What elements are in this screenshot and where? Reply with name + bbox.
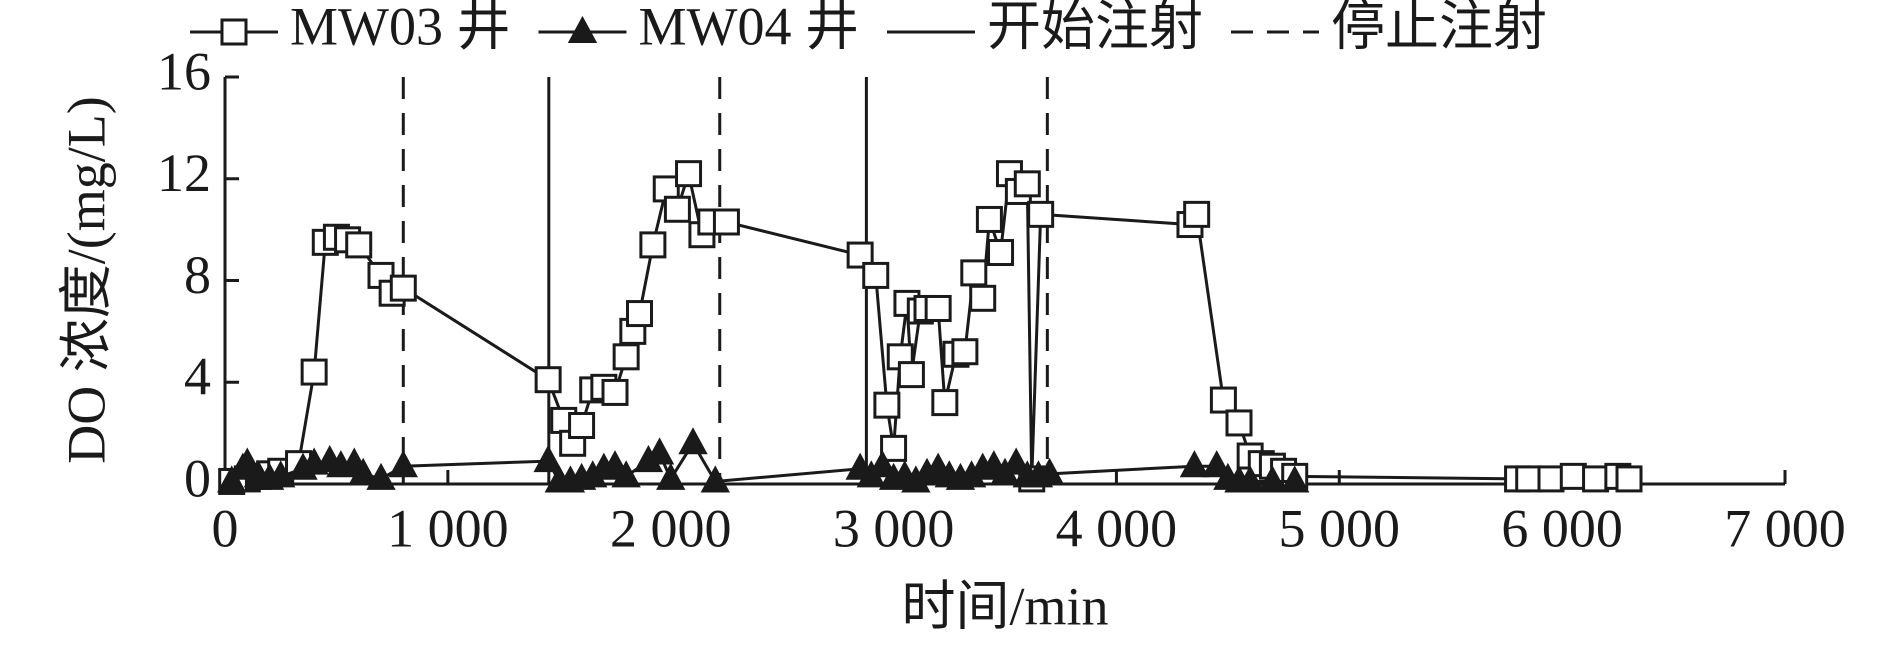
data-point [1202, 450, 1232, 478]
data-point [1582, 465, 1610, 493]
data-point [1615, 465, 1643, 493]
legend-item: 开始注射 [886, 0, 1203, 56]
data-point [388, 450, 418, 478]
legend-label: 开始注射 [987, 0, 1203, 56]
y-tick-label: 12 [157, 143, 211, 203]
x-tick-label: 2 000 [610, 498, 732, 558]
data-point [867, 450, 898, 478]
data-point [644, 437, 675, 465]
data-point [611, 460, 641, 488]
data-point [931, 389, 959, 417]
data-point [1209, 386, 1237, 414]
data-point [626, 300, 654, 328]
data-point [601, 378, 629, 406]
data-point [1515, 465, 1543, 493]
x-tick-label: 0 [212, 498, 239, 558]
data-point [348, 457, 378, 485]
data-point [300, 358, 328, 386]
data-point [568, 411, 596, 439]
data-point [987, 239, 1015, 267]
data-point [1559, 462, 1587, 490]
data-point [1257, 465, 1288, 493]
data-point [675, 160, 703, 188]
data-point [960, 259, 988, 287]
data-point [663, 195, 691, 223]
data-point [862, 261, 890, 289]
legend-label: 停止注射 [1331, 0, 1547, 56]
y-tick-label: 0 [184, 448, 211, 508]
x-axis-label: 时间/min [901, 576, 1108, 636]
data-point [345, 231, 373, 259]
data-point [1001, 447, 1031, 475]
data-point [880, 434, 908, 462]
data-point [1013, 170, 1041, 198]
legend: MW03 井 MW04 井 开始注射 停止注射 [190, 0, 1547, 56]
data-point [712, 208, 740, 236]
legend-item: 停止注射 [1230, 0, 1547, 56]
legend-marker [220, 18, 248, 46]
x-tick-label: 5 000 [1279, 498, 1401, 558]
data-point [873, 391, 901, 419]
y-tick-label: 16 [157, 41, 211, 101]
data-point [1034, 457, 1065, 485]
data-point [924, 294, 952, 322]
data-point [266, 460, 296, 488]
data-point [533, 445, 563, 473]
legend-item: MW04 井 [538, 0, 859, 56]
data-point [897, 361, 925, 389]
data-point [389, 274, 417, 302]
data-point [366, 462, 396, 490]
x-tick-label: 7 000 [1724, 498, 1846, 558]
data-point [969, 284, 997, 312]
data-point [700, 465, 730, 493]
data-point [1537, 465, 1565, 493]
legend-item: MW03 井 [190, 0, 510, 56]
data-point [1179, 450, 1210, 478]
x-tick-label: 4 000 [1056, 498, 1178, 558]
x-tick-label: 3 000 [833, 498, 955, 558]
legend-label: MW03 井 [290, 0, 510, 56]
data-point [678, 427, 708, 455]
data-point [1027, 200, 1055, 228]
data-point [1280, 465, 1310, 493]
data-point [1183, 200, 1211, 228]
data-point [1235, 465, 1265, 493]
data-point [1225, 409, 1253, 437]
y-axis-label: DO 浓度/(mg/L) [56, 96, 116, 463]
legend-marker [567, 15, 598, 43]
data-point [639, 231, 667, 259]
data-point [951, 338, 979, 366]
y-tick-label: 8 [184, 245, 211, 305]
data-point [612, 343, 640, 371]
data-point [534, 366, 562, 394]
legend-label: MW04 井 [638, 0, 858, 56]
series-line [231, 167, 1630, 483]
x-tick-label: 6 000 [1501, 498, 1623, 558]
data-point [656, 462, 686, 490]
x-tick-label: 1 000 [387, 498, 509, 558]
y-tick-label: 4 [184, 347, 211, 407]
data-point [975, 205, 1003, 233]
data-point [232, 447, 262, 475]
